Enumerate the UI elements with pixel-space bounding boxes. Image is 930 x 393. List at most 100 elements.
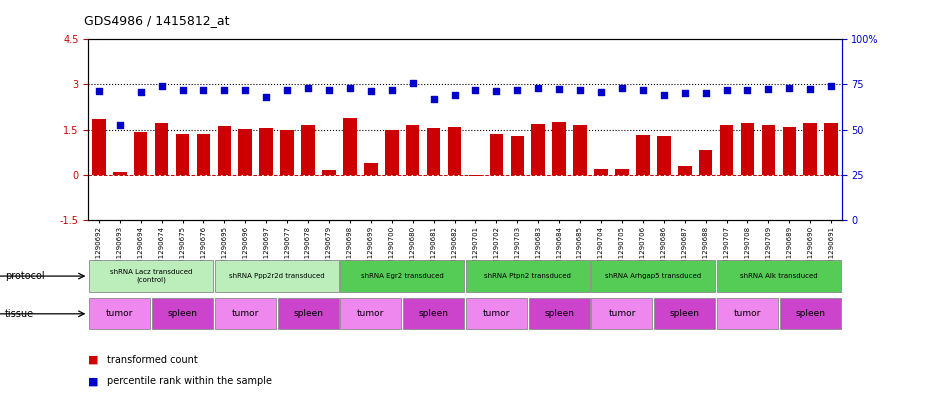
Text: ■: ■ [88,354,99,365]
Bar [340,298,402,329]
Text: shRNA Lacz transduced
(control): shRNA Lacz transduced (control) [110,269,193,283]
Bar [528,298,590,329]
Bar [301,125,315,175]
Point [154,83,169,89]
Point [573,87,588,93]
Text: tumor: tumor [483,309,510,318]
Bar [280,130,294,175]
Bar [405,125,419,175]
Point [761,86,776,92]
Bar [447,127,461,175]
Point [280,87,295,93]
Bar [594,169,608,175]
Bar [238,129,252,175]
Bar [215,298,276,329]
Bar [804,123,817,175]
Bar [427,128,441,175]
Point [364,87,379,94]
Bar [762,125,776,175]
Text: percentile rank within the sample: percentile rank within the sample [107,376,272,386]
Text: protocol: protocol [5,271,45,281]
Point [217,87,232,93]
Point [133,89,148,95]
Point [384,87,399,93]
Bar [657,136,671,175]
Text: tumor: tumor [734,309,761,318]
Bar [466,261,590,292]
Text: GDS4986 / 1415812_at: GDS4986 / 1415812_at [84,14,229,27]
Bar [654,298,715,329]
Text: shRNA Egr2 transduced: shRNA Egr2 transduced [361,273,444,279]
Bar [134,132,148,175]
Bar [489,134,503,175]
Bar [824,123,838,175]
Bar [591,298,653,329]
Bar [113,173,126,175]
Point [405,80,420,86]
Text: spleen: spleen [670,309,699,318]
Bar [259,128,273,175]
Bar [403,298,464,329]
Bar [364,163,378,175]
Point [468,87,483,93]
Text: shRNA Ptpn2 transduced: shRNA Ptpn2 transduced [485,273,571,279]
Point [238,87,253,93]
Text: tumor: tumor [106,309,133,318]
Bar [215,261,339,292]
Text: spleen: spleen [167,309,197,318]
Text: transformed count: transformed count [107,354,198,365]
Bar [152,298,213,329]
Point [300,85,315,91]
Text: shRNA Arhgap5 transduced: shRNA Arhgap5 transduced [605,273,701,279]
Point [489,87,504,94]
Text: spleen: spleen [418,309,448,318]
Bar [698,150,712,175]
Bar [740,123,754,175]
Point [551,86,566,92]
Bar [277,298,339,329]
Point [677,90,692,96]
Text: tumor: tumor [232,309,259,318]
Bar [176,134,190,175]
Bar [678,167,692,175]
Bar [196,134,210,175]
Point [782,84,797,91]
Bar [469,175,483,176]
Bar [552,122,566,175]
Bar [466,298,527,329]
Bar [343,118,357,175]
Bar [720,125,734,175]
Bar [531,124,545,175]
Point [447,92,462,98]
Bar [92,119,106,175]
Bar [636,135,650,175]
Bar [615,169,629,175]
Point [615,84,630,91]
Text: spleen: spleen [544,309,574,318]
Bar [322,171,336,175]
Point [322,87,337,93]
Point [175,87,190,93]
Bar [573,125,587,175]
Bar [385,130,399,175]
Point [719,87,734,93]
Bar [717,261,841,292]
Point [113,122,127,128]
Bar [340,261,464,292]
Bar [89,298,151,329]
Point [259,94,273,100]
Bar [89,261,213,292]
Text: ■: ■ [88,376,99,386]
Point [196,87,211,93]
Text: tumor: tumor [357,309,384,318]
Bar [591,261,715,292]
Text: spleen: spleen [293,309,323,318]
Text: shRNA Ppp2r2d transduced: shRNA Ppp2r2d transduced [229,273,325,279]
Point [698,90,713,96]
Bar [782,127,796,175]
Point [593,89,608,95]
Point [824,83,839,89]
Point [510,87,525,93]
Point [635,87,650,93]
Bar [779,298,841,329]
